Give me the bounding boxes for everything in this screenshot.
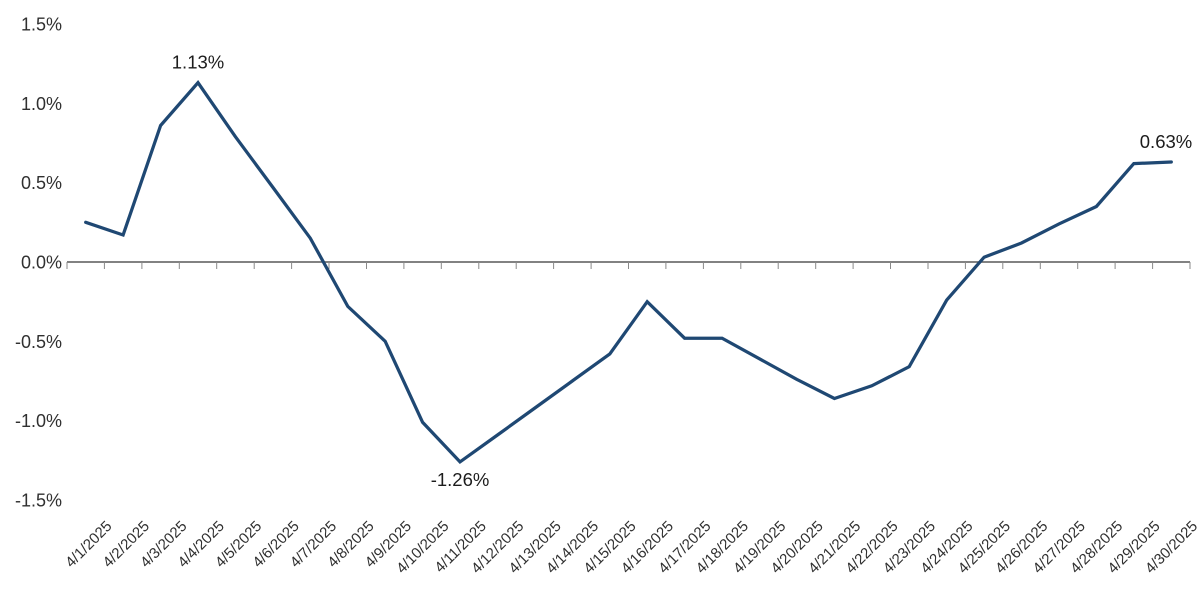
series-line: [84, 80, 1173, 465]
y-axis-label: 0.5%: [21, 173, 62, 193]
data-point-label: 0.63%: [1140, 131, 1192, 152]
y-axis-label: -0.5%: [15, 332, 62, 352]
y-axis-label: 0.0%: [21, 253, 62, 273]
data-point-label: 1.13%: [172, 52, 224, 73]
y-axis-label: -1.5%: [15, 491, 62, 511]
data-point-label: -1.26%: [431, 469, 490, 490]
y-axis-label: -1.0%: [15, 411, 62, 431]
y-axis-label: 1.5%: [21, 15, 62, 35]
y-axis-label: 1.0%: [21, 94, 62, 114]
